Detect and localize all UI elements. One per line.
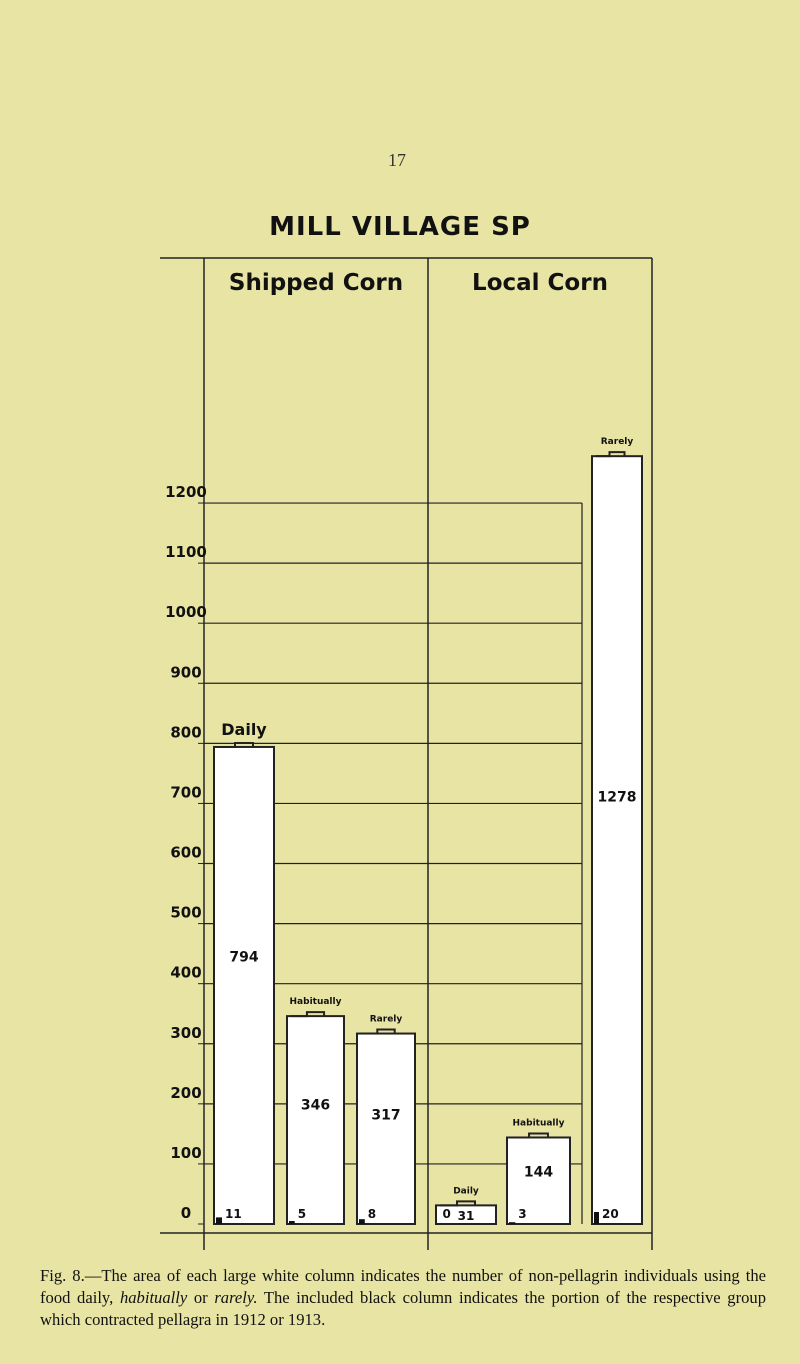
caption-habitually: habitually <box>119 1288 188 1307</box>
y-tick-label: 600 <box>170 844 201 862</box>
bar-value-label: 346 <box>301 1098 330 1114</box>
bar-label: Daily <box>453 1186 479 1196</box>
pellagra-label: 20 <box>602 1207 619 1221</box>
group-header: Local Corn <box>472 270 608 296</box>
bar-daily <box>213 745 275 1225</box>
bar-rarely <box>356 1032 416 1225</box>
bar-label: Rarely <box>370 1015 403 1025</box>
bar-handle <box>291 1011 326 1018</box>
pellagra-bar <box>359 1219 365 1224</box>
bar-value-label: 794 <box>229 950 258 966</box>
bar-habitually <box>286 1015 345 1226</box>
bar-label: Habitually <box>290 997 342 1007</box>
bar-rarely <box>591 455 643 1225</box>
figure-caption: Fig. 8.—The area of each large white col… <box>40 1265 766 1331</box>
caption-text-1: Fig. 8.—The area of each large white col… <box>40 1266 766 1307</box>
y-tick-label: 200 <box>170 1084 201 1102</box>
y-tick-label: 1100 <box>165 543 207 561</box>
pellagra-label: 0 <box>443 1207 451 1221</box>
pellagra-bar <box>594 1211 599 1224</box>
bar-handle <box>361 1028 396 1035</box>
pellagra-label: 11 <box>225 1207 242 1221</box>
bar-value-label: 144 <box>524 1164 553 1180</box>
y-tick-label: 1000 <box>165 603 207 621</box>
pellagra-bar <box>509 1222 516 1224</box>
caption-text-2: or <box>187 1288 215 1307</box>
bar-label: Rarely <box>601 437 634 447</box>
caption-rarely: rarely. <box>214 1288 258 1307</box>
y-tick-label: 500 <box>170 904 201 922</box>
pellagra-label: 8 <box>368 1207 376 1221</box>
bar-label: Habitually <box>513 1118 565 1128</box>
y-tick-label: 700 <box>170 783 201 801</box>
bar-value-label: 317 <box>371 1107 400 1123</box>
pellagra-bar <box>216 1217 222 1224</box>
bar-handle <box>440 1200 476 1207</box>
y-tick-label: 300 <box>170 1024 201 1042</box>
bar-value-label: 1278 <box>598 790 637 806</box>
bar-handle <box>511 1132 549 1139</box>
pellagra-label: 3 <box>518 1207 526 1221</box>
caption-text-3: The included black column indicates the … <box>40 1288 767 1329</box>
pellagra-label: 5 <box>298 1207 306 1221</box>
y-tick-label: 100 <box>170 1144 201 1162</box>
y-tick-label: 1200 <box>165 483 207 501</box>
y-tick-label: 800 <box>170 723 201 741</box>
y-tick-label: 900 <box>170 663 201 681</box>
group-header: Shipped Corn <box>229 270 403 296</box>
bar-handle <box>596 451 626 458</box>
y-tick-label: 400 <box>170 964 201 982</box>
page-title: MILL VILLAGE SP <box>269 212 531 242</box>
bar-label: Daily <box>221 720 267 739</box>
bar-daily <box>435 1204 497 1226</box>
bar-handle <box>218 741 254 748</box>
bar-value-label: 31 <box>458 1209 475 1223</box>
bar-habitually <box>506 1136 571 1225</box>
y-tick-label: 0 <box>181 1204 191 1222</box>
pellagra-bar <box>289 1220 295 1224</box>
page-number: 17 <box>388 150 406 170</box>
